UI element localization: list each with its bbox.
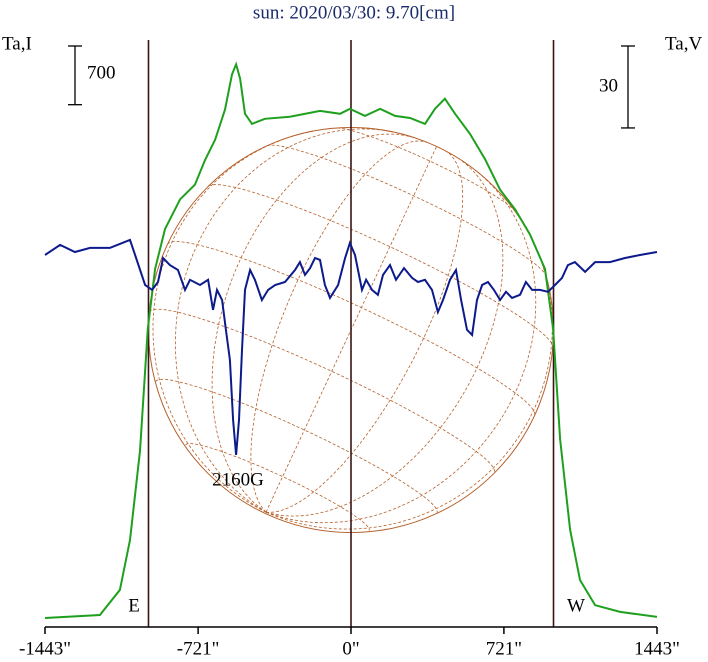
x-tick-label: 1443"	[634, 638, 680, 659]
grid-curve	[266, 144, 547, 277]
x-tick-label: 721"	[486, 638, 522, 659]
x-tick-label: 0"	[342, 638, 359, 659]
annotation: W	[567, 595, 585, 616]
grid-curve	[250, 140, 427, 513]
annotation: 2160G	[212, 469, 264, 490]
grid-curve	[185, 443, 370, 531]
chart-title: sun: 2020/03/30: 9.70[cm]	[253, 2, 455, 23]
grid-curve	[174, 128, 394, 513]
x-tick-label: -1443"	[19, 638, 71, 659]
grid-curve	[266, 159, 504, 517]
grid-curve	[265, 229, 553, 530]
series-line	[44, 238, 658, 455]
annotation: E	[128, 595, 140, 616]
grid-curve	[266, 151, 464, 513]
grid-curve	[152, 130, 315, 513]
scale-label: 30	[599, 75, 618, 96]
y2-axis-label: Ta,V	[665, 33, 702, 54]
series-line	[44, 61, 658, 619]
y-axis-label: Ta,I	[2, 33, 32, 54]
grid-curve	[337, 127, 515, 211]
grid-curve	[211, 133, 412, 513]
scale-label: 700	[87, 62, 116, 83]
grid-curve	[265, 146, 437, 513]
grid-curve	[208, 184, 554, 347]
x-tick-label: -721"	[177, 638, 220, 659]
grid-curve	[167, 241, 536, 416]
